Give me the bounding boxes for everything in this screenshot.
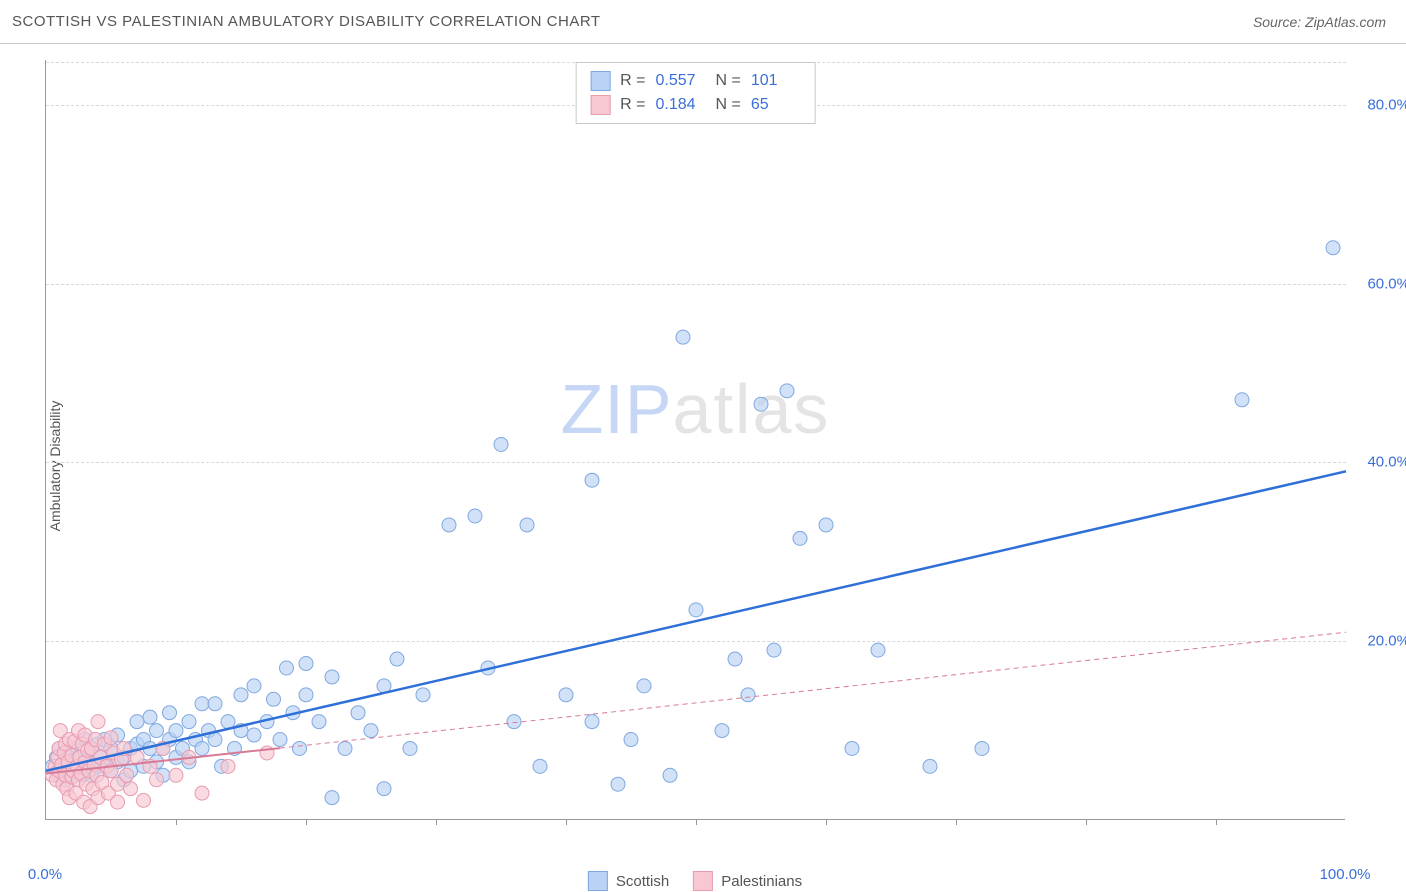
chart-header: SCOTTISH VS PALESTINIAN AMBULATORY DISAB… xyxy=(0,0,1406,44)
stats-row: R = 0.557 N = 101 xyxy=(590,69,801,93)
legend-swatch xyxy=(588,871,608,891)
legend-swatch xyxy=(590,71,610,91)
x-max-label: 100.0% xyxy=(1320,866,1371,883)
legend-label: Palestinians xyxy=(721,873,802,890)
x-min-label: 0.0% xyxy=(28,866,62,883)
chart-area: Ambulatory Disability ZIPatlas 20.0%40.0… xyxy=(45,60,1345,855)
r-label: R = xyxy=(620,72,645,90)
n-value: 65 xyxy=(751,96,801,114)
y-tick-label: 40.0% xyxy=(1367,454,1406,471)
legend-item: Palestinians xyxy=(693,871,802,891)
n-label: N = xyxy=(716,72,741,90)
plot-region: ZIPatlas 20.0%40.0%60.0%80.0% R = 0.557 … xyxy=(45,60,1345,820)
r-label: R = xyxy=(620,96,645,114)
chart-title: SCOTTISH VS PALESTINIAN AMBULATORY DISAB… xyxy=(12,13,601,30)
legend-swatch xyxy=(590,95,610,115)
scatter-svg xyxy=(46,60,1346,820)
y-tick-label: 60.0% xyxy=(1367,275,1406,292)
y-tick-label: 20.0% xyxy=(1367,633,1406,650)
legend-swatch xyxy=(693,871,713,891)
n-value: 101 xyxy=(751,72,801,90)
chart-source: Source: ZipAtlas.com xyxy=(1253,14,1386,30)
legend-item: Scottish xyxy=(588,871,669,891)
r-value: 0.557 xyxy=(656,72,706,90)
stats-box: R = 0.557 N = 101 R = 0.184 N = 65 xyxy=(575,62,816,124)
n-label: N = xyxy=(716,96,741,114)
bottom-legend: Scottish Palestinians xyxy=(588,871,802,891)
y-tick-label: 80.0% xyxy=(1367,96,1406,113)
stats-row: R = 0.184 N = 65 xyxy=(590,93,801,117)
legend-label: Scottish xyxy=(616,873,669,890)
r-value: 0.184 xyxy=(656,96,706,114)
